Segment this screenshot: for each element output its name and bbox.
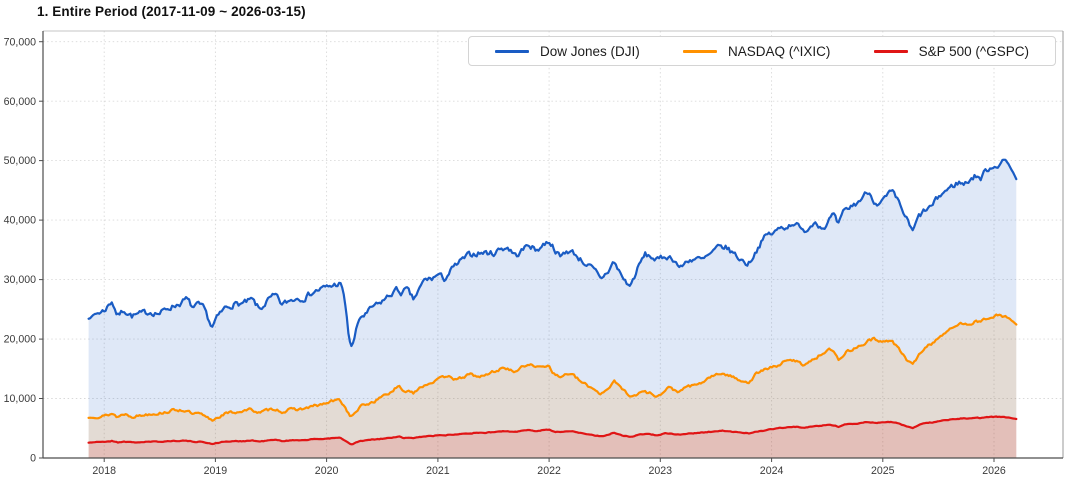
legend-label-gspc: S&P 500 (^GSPC) (918, 43, 1029, 59)
chart-legend: Dow Jones (DJI) NASDAQ (^IXIC) S&P 500 (… (468, 36, 1056, 66)
series-line-ixic (87, 313, 1018, 422)
area-fill-ixic (88, 314, 1017, 458)
x-tick-label: 2025 (871, 465, 895, 477)
y-tick-label: 30,000 (4, 274, 37, 286)
series-fills (88, 159, 1017, 458)
x-tick-label: 2022 (537, 465, 561, 477)
x-tick-label: 2023 (649, 465, 673, 477)
y-tick-label: 20,000 (4, 334, 37, 346)
area-fill-gspc (88, 416, 1017, 458)
series-line-gspc (87, 415, 1018, 446)
legend-line-sample-gspc (873, 49, 908, 53)
chart-title: 1. Entire Period (2017-11-09 ~ 2026-03-1… (37, 4, 306, 19)
y-tick-label: 10,000 (4, 393, 37, 405)
x-tick-label: 2021 (426, 465, 450, 477)
x-tick-label: 2020 (315, 465, 339, 477)
axis-spines (42, 30, 1064, 459)
legend-line-sample-ixic (683, 49, 718, 53)
x-tick-label: 2024 (760, 465, 784, 477)
y-tick-label: 60,000 (4, 96, 37, 108)
x-axis: 2018 2019 2020 2021 2022 2023 2024 2025 2026 (92, 458, 1006, 477)
series-line-dji (87, 158, 1018, 348)
y-axis: 0 10,000 20,000 30,000 40,000 50,000 60,000 70,… (4, 36, 43, 465)
y-tick-label: 0 (30, 453, 36, 465)
legend-label-ixic: NASDAQ (^IXIC) (728, 43, 831, 59)
x-tick-label: 2018 (92, 465, 116, 477)
y-tick-label: 50,000 (4, 155, 37, 167)
x-tick-label: 2019 (204, 465, 228, 477)
legend-item-dow-jones: Dow Jones (DJI) (495, 44, 640, 59)
x-tick-label: 2026 (982, 465, 1006, 477)
legend-line-sample-dji (495, 49, 529, 53)
series-lines (87, 158, 1018, 446)
y-tick-label: 70,000 (4, 36, 37, 48)
legend-item-nasdaq: NASDAQ (^IXIC) (683, 44, 830, 59)
legend-item-sp500: S&P 500 (^GSPC) (873, 43, 1029, 59)
y-tick-label: 40,000 (4, 215, 37, 227)
legend-label-dji: Dow Jones (DJI) (540, 43, 640, 59)
area-fill-dji (88, 159, 1017, 458)
